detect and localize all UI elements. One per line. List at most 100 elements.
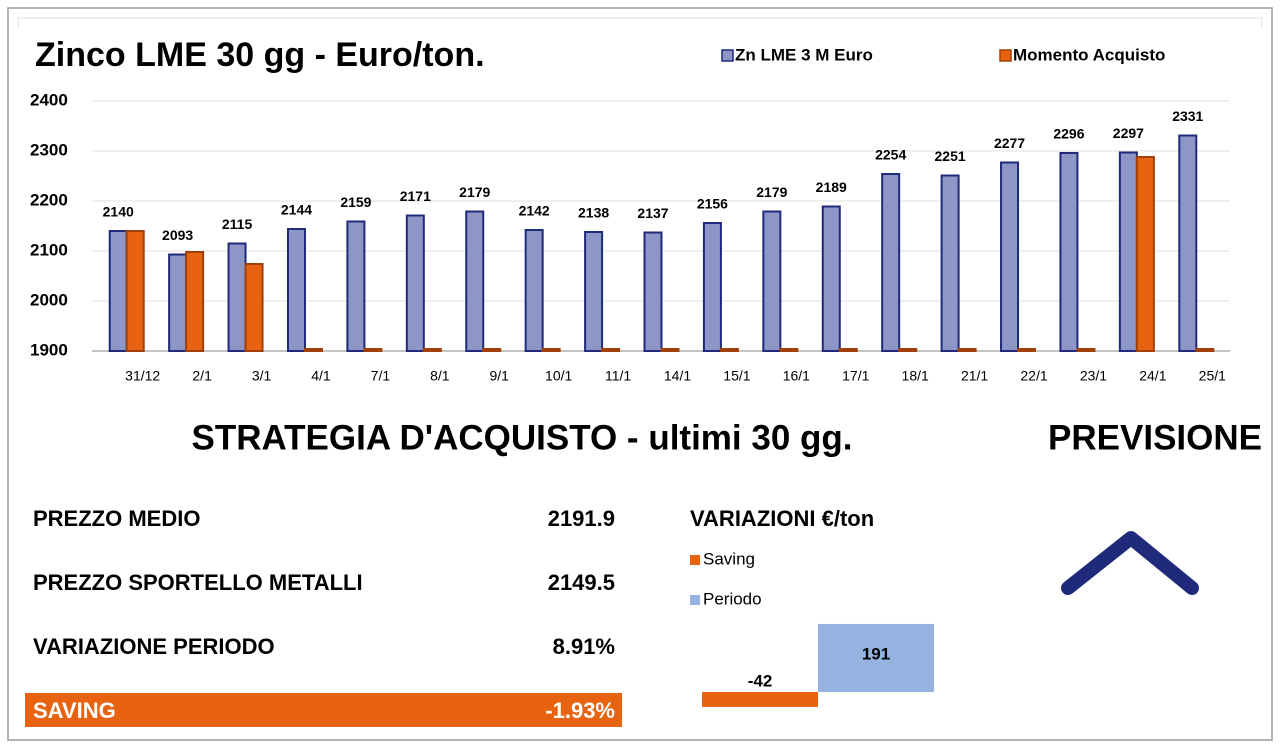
saving-band [25,693,622,727]
legend-label: Periodo [703,589,762,608]
bar [838,348,858,352]
bar [1017,348,1037,352]
bar [346,220,366,352]
section-title: STRATEGIA D'ACQUISTO - ultimi 30 gg. [191,418,852,457]
bar [719,348,739,352]
bar [168,253,188,352]
value-label: 2137 [637,205,668,221]
x-tick-label: 31/12 [125,368,160,384]
value-label: 2277 [994,135,1025,151]
row-value: 8.91% [553,634,615,659]
value-label: 2189 [816,179,847,195]
row-value: 2149.5 [548,570,615,595]
value-label: 2179 [459,184,490,200]
x-tick-label: 15/1 [723,368,750,384]
value-label: 2142 [519,203,550,219]
row-label: VARIAZIONE PERIODO [33,634,275,659]
bar [541,348,561,352]
bar [779,348,799,352]
value-label: 2297 [1113,125,1144,141]
value-label: 2156 [697,196,728,212]
value-label: 2159 [340,194,371,210]
forecast-title: PREVISIONE [1048,418,1262,457]
value-label: 2093 [162,227,193,243]
value-label: 2140 [103,204,134,220]
legend-swatch [999,49,1012,62]
bar [1059,152,1079,352]
value-label: 2115 [222,216,253,232]
x-tick-label: 14/1 [664,368,691,384]
x-tick-label: 23/1 [1080,368,1107,384]
x-tick-label: 24/1 [1139,368,1166,384]
y-tick-label: 2300 [30,140,68,159]
x-tick-label: 18/1 [902,368,929,384]
bar [643,231,663,352]
bar [1178,134,1198,352]
value-label: -42 [748,671,773,690]
x-tick-label: 21/1 [961,368,988,384]
saving-value: -1.93% [545,698,615,723]
x-tick-label: 10/1 [545,368,572,384]
bar [363,348,383,352]
bar [881,173,901,352]
bar [465,210,485,352]
value-label: 191 [862,644,890,663]
legend-swatch [721,49,734,62]
bar [185,251,205,352]
value-label: 2144 [281,202,312,218]
bar [898,348,918,352]
bar [227,242,247,352]
bar [125,230,145,352]
value-label: 2179 [756,184,787,200]
bar [1076,348,1096,352]
bar [584,231,604,352]
bar [286,228,306,352]
bar [818,623,934,692]
bar [702,222,722,352]
legend-swatch [690,595,700,605]
bar [405,214,425,352]
bar [1000,161,1020,352]
bar [601,348,621,352]
bar [524,229,544,352]
bar [957,348,977,352]
value-label: 2254 [875,147,906,163]
y-tick-label: 2200 [30,190,68,209]
x-tick-label: 7/1 [371,368,391,384]
bar [940,174,960,352]
bar [762,210,782,352]
forecast-arrow [1061,531,1199,595]
legend-swatch [690,555,700,565]
value-label: 2331 [1172,108,1203,124]
bar [244,263,264,352]
y-tick-label: 2400 [30,90,68,109]
y-tick-label: 2000 [30,290,68,309]
x-tick-label: 4/1 [311,368,331,384]
x-tick-label: 17/1 [842,368,869,384]
bar [1135,156,1155,352]
saving-label: SAVING [33,698,116,723]
frame [7,7,1273,741]
value-label: 2251 [935,148,966,164]
bar [422,348,442,352]
legend-label: Saving [703,549,755,568]
bar [702,692,818,707]
variation-title: VARIAZIONI €/ton [690,506,874,531]
y-tick-label: 1900 [30,340,68,359]
x-tick-label: 2/1 [192,368,212,384]
inner-frame [17,17,1263,28]
bar [482,348,502,352]
bar [1195,348,1215,352]
x-tick-label: 3/1 [252,368,272,384]
row-label: PREZZO MEDIO [33,506,200,531]
bar [108,230,128,352]
value-label: 2138 [578,205,609,221]
bar [303,348,323,352]
legend-label: Momento Acquisto [1013,45,1165,64]
x-tick-label: 11/1 [605,368,631,384]
row-label: PREZZO SPORTELLO METALLI [33,570,363,595]
y-tick-label: 2100 [30,240,68,259]
legend-label: Zn LME 3 M Euro [735,45,873,64]
bar [660,348,680,352]
